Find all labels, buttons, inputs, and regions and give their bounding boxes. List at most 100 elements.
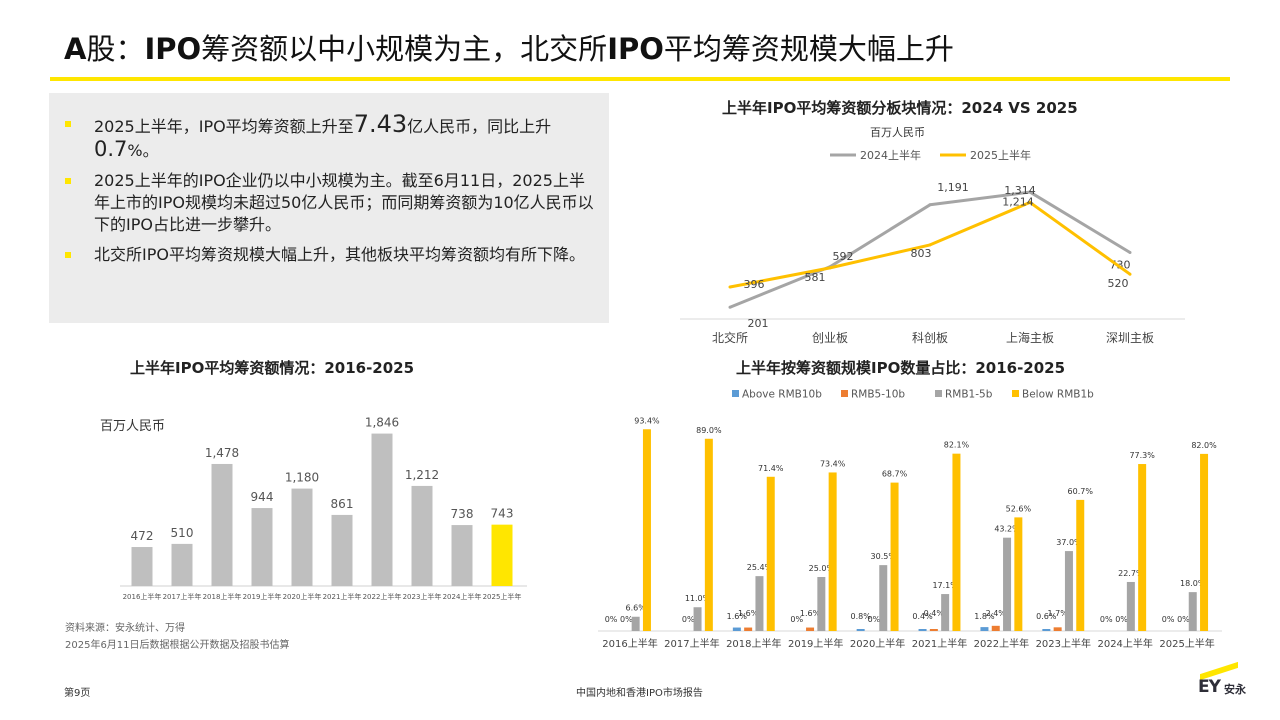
x-tick-label: 2022上半年: [974, 637, 1029, 650]
legend-swatch: [841, 390, 848, 397]
bar: [371, 433, 393, 586]
bar-value-label: 510: [171, 526, 194, 540]
title-underline: [50, 77, 1230, 81]
bar: [1200, 453, 1209, 631]
bar: [1003, 537, 1012, 631]
bar: [1138, 464, 1147, 631]
avg-chart-unit: 百万人民币: [100, 419, 165, 434]
bar: [411, 485, 433, 586]
data-point: [728, 285, 732, 289]
x-tick-label: 2023上半年: [1036, 637, 1091, 650]
summary-text: 亿人民币，同比上升: [407, 117, 552, 136]
x-tick-label: 2016上半年: [602, 637, 657, 650]
bar: [755, 576, 764, 631]
data-point: [928, 243, 932, 247]
data-label: 581: [805, 271, 826, 284]
bar-value-label: 43.2%: [994, 525, 1020, 534]
summary-highlight-pct: 0.7: [94, 137, 128, 161]
bar: [171, 543, 193, 586]
bar: [131, 547, 153, 586]
bar-value-label: 1.6%: [727, 612, 748, 621]
x-tick-label: 创业板: [812, 331, 848, 345]
bar: [817, 577, 826, 631]
x-tick-label: 科创板: [912, 331, 948, 345]
x-tick-label: 2017上半年: [664, 637, 719, 650]
x-tick-label: 2020上半年: [850, 637, 905, 650]
bar: [693, 607, 702, 631]
bar: [631, 616, 640, 631]
bar-value-label: 17.1%: [932, 581, 958, 590]
bar: [879, 565, 888, 631]
bar: [806, 627, 815, 631]
summary-text: %。: [127, 141, 159, 160]
bar-value-label: 861: [331, 497, 354, 511]
bar: [952, 453, 961, 631]
bar-value-label: 60.7%: [1068, 487, 1094, 496]
logo-cn-text: 安永: [1224, 683, 1246, 696]
bar-value-label: 743: [491, 507, 514, 521]
bar-value-label: 1,478: [205, 446, 239, 460]
bar-value-label: 89.0%: [696, 426, 722, 435]
bar: [1076, 499, 1085, 631]
x-tick-label: 上海主板: [1006, 330, 1054, 345]
title-part: 筹资额以中小规模为主，北交所: [201, 32, 608, 66]
bar-value-label: 82.1%: [944, 441, 970, 450]
bar-value-label: 82.0%: [1191, 441, 1217, 450]
x-tick-label: 2024上半年: [1097, 637, 1152, 650]
bullet-marker: [65, 252, 71, 258]
bar-value-label: 73.4%: [820, 459, 846, 468]
legend-label: Above RMB10b: [742, 389, 822, 401]
title-part: IPO: [144, 32, 202, 66]
bar-value-label: 1,180: [285, 471, 319, 485]
bar-value-label: 1.7%: [1047, 609, 1068, 618]
bar: [1126, 581, 1135, 631]
bar: [941, 594, 950, 631]
bar-value-label: 0.4%: [912, 612, 933, 621]
bar-value-label: 738: [451, 507, 474, 521]
source-line: 资料来源：安永统计、万得: [65, 623, 185, 634]
data-label: 1,214: [1002, 195, 1034, 208]
data-label: 201: [748, 317, 769, 330]
bar: [1014, 517, 1023, 631]
x-tick-label: 2025上半年: [1159, 637, 1214, 650]
data-point: [728, 305, 732, 309]
line-chart-unit: 百万人民币: [870, 126, 925, 139]
x-tick-label: 2020上半年: [283, 592, 322, 601]
title-part: IPO: [607, 32, 664, 66]
title-part: 股：: [86, 32, 145, 66]
bar-value-label: 37.0%: [1056, 538, 1082, 547]
bar-value-label: 0%: [605, 615, 618, 624]
x-tick-label: 2023上半年: [403, 592, 442, 601]
data-label: 803: [911, 247, 932, 260]
data-label: 520: [1108, 277, 1129, 290]
summary-text: 2025上半年的IPO企业仍以中小规模为主。截至6月11日，2025上半年上市的…: [94, 171, 594, 234]
ey-logo: EY 安永: [1198, 660, 1250, 700]
summary-box: 2025上半年，IPO平均筹资额上升至7.43亿人民币，同比上升 0.7%。 20…: [49, 93, 609, 323]
report-name: 中国内地和香港IPO市场报告: [576, 688, 703, 699]
source-line: 2025年6月11日后数据根据公开数据及招股书估算: [65, 640, 290, 651]
x-tick-label: 2017上半年: [163, 592, 202, 601]
summary-list: 2025上半年，IPO平均筹资额上升至7.43亿人民币，同比上升 0.7%。 20…: [65, 112, 595, 274]
x-tick-label: 2025上半年: [483, 592, 522, 601]
bar-value-label: 0%: [682, 615, 695, 624]
bar: [331, 514, 353, 586]
bar-value-label: 0%: [1177, 615, 1190, 624]
bar-value-label: 25.0%: [809, 564, 835, 573]
bar: [291, 488, 313, 586]
data-point: [1028, 190, 1032, 194]
bar-value-label: 11.0%: [685, 594, 711, 603]
legend-label: 2025上半年: [970, 148, 1031, 162]
data-point: [928, 203, 932, 207]
x-tick-label: 2024上半年: [443, 592, 482, 601]
bar-value-label: 0%: [1115, 615, 1128, 624]
bar-value-label: 0%: [790, 615, 803, 624]
bar-value-label: 22.7%: [1118, 569, 1144, 578]
data-label: 592: [833, 250, 854, 263]
bar-value-label: 1.8%: [974, 612, 995, 621]
avg-bar-chart-title: 上半年IPO平均筹资额情况：2016-2025: [130, 359, 415, 377]
x-tick-label: 2018上半年: [203, 592, 242, 601]
title-part: 平均筹资规模大幅上升: [663, 32, 954, 66]
summary-bullet: 2025上半年，IPO平均筹资额上升至7.43亿人民币，同比上升 0.7%。: [65, 112, 595, 162]
summary-text: 北交所IPO平均筹资规模大幅上升，其他板块平均筹资额均有所下降。: [94, 245, 585, 264]
data-point: [828, 266, 832, 270]
